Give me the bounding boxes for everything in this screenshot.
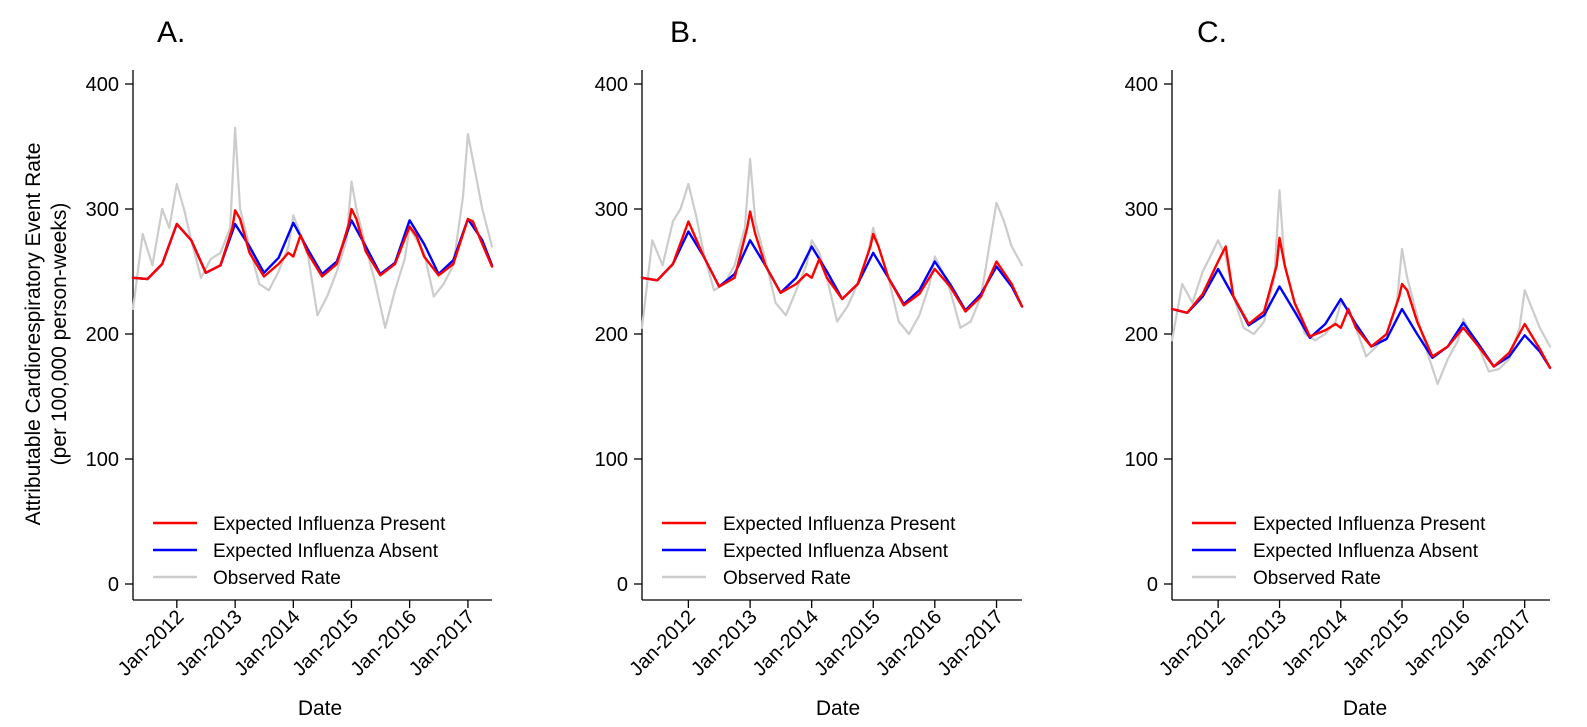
panel-b-legend: Expected Influenza Present Expected Infl…	[662, 514, 956, 589]
panel-a-y-tick-label-300: 300	[86, 199, 119, 221]
y-axis-title: Attributable Cardiorespiratory Event Rat…	[22, 143, 71, 526]
panel-c-legend-present-label: Expected Influenza Present	[1253, 514, 1486, 535]
panel-a-plot-area	[131, 126, 494, 329]
panel-c-x-axis-title: Date	[1343, 697, 1387, 720]
panel-a-label: A.	[157, 16, 185, 49]
panel-c: C. Date 0100200300400Jan-2012Jan-2013Jan…	[1125, 16, 1552, 720]
y-axis-title-line1: Attributable Cardiorespiratory Event Rat…	[22, 143, 45, 526]
panel-a-y-tick-label-100: 100	[86, 449, 119, 471]
panel-c-y-tick-label-300: 300	[1125, 199, 1158, 221]
panel-b-legend-absent-label: Expected Influenza Absent	[723, 541, 949, 562]
panel-c-legend-observed-label: Observed Rate	[1253, 568, 1381, 589]
panel-c-y-tick-label-200: 200	[1125, 324, 1158, 346]
panel-b-x-tick-label-4: Jan-2016	[872, 606, 947, 681]
panel-a-y-tick-label-400: 400	[86, 74, 119, 96]
panel-c-y-tick-label-400: 400	[1125, 74, 1158, 96]
panel-a-legend-absent-label: Expected Influenza Absent	[213, 541, 439, 562]
panel-b-legend-present-label: Expected Influenza Present	[723, 514, 956, 535]
panel-b-x-tick-label-3: Jan-2015	[810, 606, 885, 681]
panel-c-y-tick-label-0: 0	[1147, 574, 1158, 596]
panel-c-legend-absent-label: Expected Influenza Absent	[1253, 541, 1479, 562]
panel-a: A. Date 0100200300400Jan-2012Jan-2013Jan…	[86, 16, 494, 720]
panel-a-series-absent-line	[131, 217, 494, 281]
panel-c-legend: Expected Influenza Present Expected Infl…	[1192, 514, 1486, 589]
panel-a-legend-present-label: Expected Influenza Present	[213, 514, 446, 535]
panel-b: B. Date 0100200300400Jan-2012Jan-2013Jan…	[595, 16, 1024, 720]
panel-c-y-tick-label-100: 100	[1125, 449, 1158, 471]
y-axis-title-line2: (per 100,000 person-weeks)	[48, 203, 71, 466]
panel-c-x-tick-label-3: Jan-2015	[1339, 606, 1414, 681]
panel-a-y-tick-label-0: 0	[108, 574, 119, 596]
panel-a-series-present-line	[131, 207, 494, 281]
panel-a-x-axis-title: Date	[298, 697, 342, 720]
panel-b-y-tick-label-200: 200	[595, 324, 628, 346]
panel-c-label: C.	[1197, 16, 1227, 49]
panel-b-y-tick-label-300: 300	[595, 199, 628, 221]
panel-c-x-tick-label-1: Jan-2013	[1217, 606, 1292, 681]
panel-b-y-tick-label-0: 0	[617, 574, 628, 596]
panel-b-y-tick-label-100: 100	[595, 449, 628, 471]
panel-c-x-tick-label-4: Jan-2016	[1400, 606, 1475, 681]
panel-b-y-tick-label-400: 400	[595, 74, 628, 96]
panel-b-x-tick-label-5: Jan-2017	[934, 606, 1009, 681]
panel-b-x-tick-label-0: Jan-2012	[625, 606, 700, 681]
panel-b-x-tick-label-2: Jan-2014	[749, 606, 824, 681]
panel-b-label: B.	[670, 16, 698, 49]
panel-b-x-axis-title: Date	[816, 697, 860, 720]
panel-b-x-tick-label-1: Jan-2013	[687, 606, 762, 681]
panel-b-series-present-line	[640, 210, 1024, 313]
panel-c-plot-area	[1170, 189, 1552, 386]
panel-b-plot-area	[640, 157, 1024, 336]
panel-a-legend-observed-label: Observed Rate	[213, 568, 341, 589]
panel-b-legend-observed-label: Observed Rate	[723, 568, 851, 589]
panel-a-y-tick-label-200: 200	[86, 324, 119, 346]
panel-c-series-present-line	[1170, 236, 1552, 369]
panel-c-x-tick-label-0: Jan-2012	[1155, 606, 1230, 681]
panel-c-series-absent-line	[1170, 267, 1552, 369]
panel-c-x-tick-label-5: Jan-2017	[1462, 606, 1537, 681]
panel-c-x-tick-label-2: Jan-2014	[1278, 606, 1353, 681]
panel-a-series-observed-line	[131, 126, 494, 329]
panel-a-legend: Expected Influenza Present Expected Infl…	[153, 514, 446, 589]
